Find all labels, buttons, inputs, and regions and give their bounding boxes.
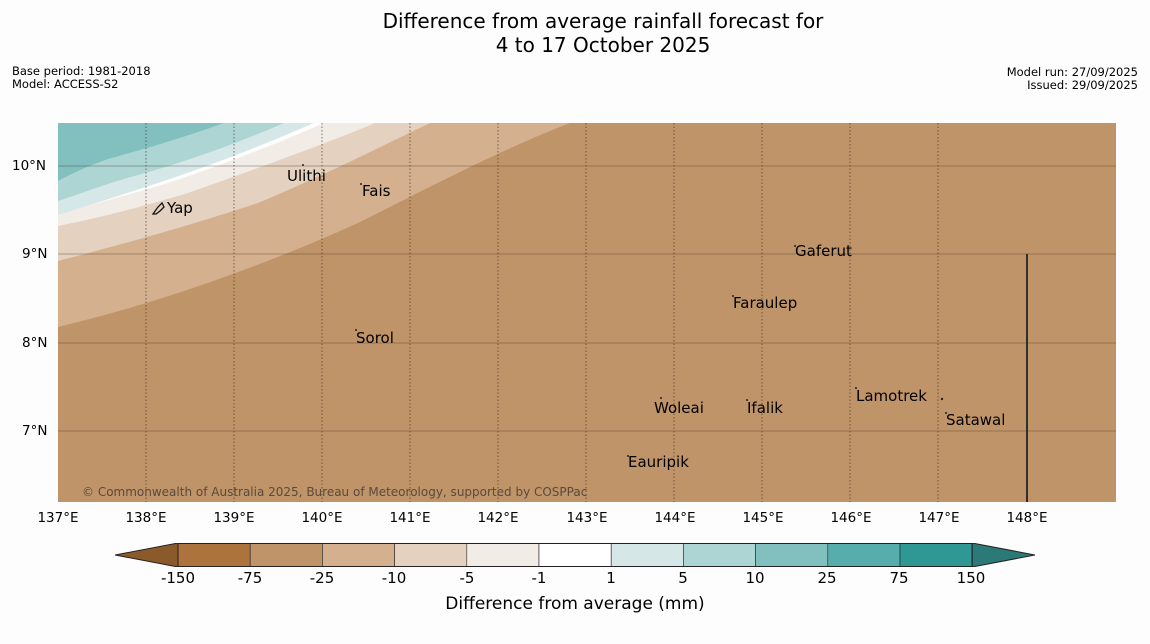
legend-swatch [827,543,901,567]
base-period-text: Base period: 1981-2018 [12,64,151,78]
place-sorol: Sorol [356,329,394,347]
legend-tick: -10 [381,569,407,587]
graticule [58,123,1116,502]
map-title: Difference from average rainfall forecas… [0,9,1150,57]
legend-tick: -75 [237,569,263,587]
legend-tick: 10 [745,569,765,587]
legend-extend-low [115,543,179,567]
yap-island-icon [151,201,165,215]
lon-label-142e: 142°E [477,510,519,526]
title-line-1: Difference from average rainfall forecas… [382,9,824,33]
legend-tick: 75 [889,569,909,587]
legend-swatch [394,543,468,567]
lon-label-146e: 146°E [830,510,872,526]
legend-tick: 150 [956,569,986,587]
lat-label-7n: 7°N [22,423,48,439]
lat-label-9n: 9°N [22,246,48,262]
legend-swatch [322,543,395,567]
lon-label-138e: 138°E [125,510,167,526]
place-gaferut: Gaferut [795,242,852,260]
issued-text: Issued: 29/09/2025 [1027,78,1138,92]
legend-tick: -25 [309,569,335,587]
legend-swatches [115,543,1035,567]
legend-tick: 25 [817,569,837,587]
lon-label-140e: 140°E [301,510,343,526]
legend-swatch [899,543,973,567]
meta-right: Model run: 27/09/2025 Issued: 29/09/2025 [1007,66,1138,92]
meta-left: Base period: 1981-2018 Model: ACCESS-S2 [12,65,151,91]
legend-extend-high [971,543,1035,567]
island-dots [302,164,947,457]
place-satawal: Satawal [946,411,1006,429]
place-yap: Yap [167,199,193,217]
legend-swatch [683,543,756,567]
lon-label-148e: 148°E [1006,510,1048,526]
lon-label-144e: 144°E [654,510,696,526]
legend-swatch [466,543,540,567]
place-ulithi: Ulithi [287,167,326,185]
legend-colorbar [115,543,1035,567]
lon-label-141e: 141°E [389,510,431,526]
place-faraulep: Faraulep [733,294,798,312]
legend-frame [177,543,973,567]
place-woleai: Woleai [654,399,704,417]
legend-tick: 1 [606,569,616,587]
band-plus-25 [58,123,224,181]
legend-tick: -1 [531,569,547,587]
lat-label-10n: 10°N [12,158,47,174]
model-text: Model: ACCESS-S2 [12,77,119,91]
lon-label-139e: 139°E [213,510,255,526]
legend-swatch [755,543,829,567]
map-layers [58,123,1116,502]
legend-swatch [610,543,684,567]
forecast-map: Ulithi Fais Yap Gaferut Faraulep Sorol W… [58,123,1116,502]
place-lamotrek: Lamotrek [856,387,927,405]
legend-swatch [249,543,323,567]
place-fais: Fais [362,182,391,200]
copyright-text: © Commonwealth of Australia 2025, Bureau… [82,485,588,499]
lat-label-8n: 8°N [22,335,48,351]
place-eauripik: Eauripik [628,453,689,471]
lon-label-145e: 145°E [742,510,784,526]
legend-tick: -150 [160,569,196,587]
legend-tick: 5 [678,569,688,587]
legend-title: Difference from average (mm) [445,594,705,614]
title-line-2: 4 to 17 October 2025 [495,33,711,57]
lon-label-137e: 137°E [37,510,79,526]
legend-swatch [538,543,612,567]
lon-label-143e: 143°E [566,510,608,526]
legend-swatch [177,543,251,567]
model-run-text: Model run: 27/09/2025 [1006,65,1138,79]
place-ifalik: Ifalik [747,399,783,417]
legend-tick: -5 [459,569,475,587]
lon-label-147e: 147°E [918,510,960,526]
